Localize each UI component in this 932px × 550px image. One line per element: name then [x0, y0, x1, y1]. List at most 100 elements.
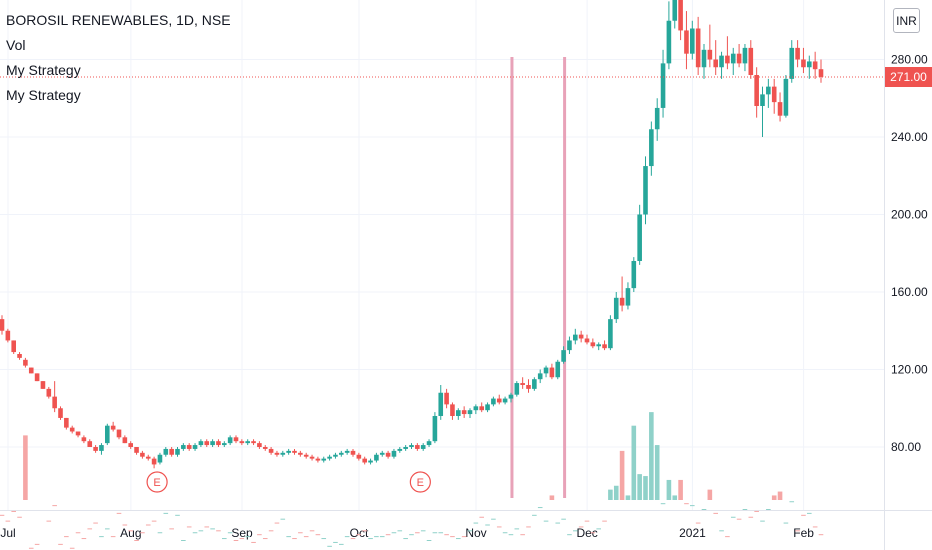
candle-body	[643, 166, 648, 215]
y-tick-label: 120.00	[891, 363, 928, 377]
volume-bar	[385, 534, 391, 536]
volume-bar	[432, 532, 438, 534]
volume-bar	[116, 512, 122, 514]
volume-bar	[596, 528, 601, 530]
volume-bar	[151, 520, 157, 522]
volume-bar	[532, 514, 537, 516]
candle-body	[619, 297, 625, 306]
x-tick-label: Sep	[231, 526, 253, 540]
volume-bar	[613, 485, 619, 500]
legend-symbol[interactable]: BOROSIL RENEWABLES, 1D, NSE	[6, 12, 231, 28]
volume-bar	[23, 435, 28, 500]
candle-body	[578, 334, 584, 339]
volume-bar	[485, 524, 490, 526]
candle-body	[666, 20, 672, 64]
last-price-label: 271.00	[885, 66, 932, 87]
candle-body	[625, 288, 631, 306]
volume-bar	[397, 530, 403, 532]
candle-body	[602, 344, 607, 349]
candle-body	[502, 398, 508, 403]
volume-bar	[537, 507, 543, 509]
candle-body	[374, 454, 379, 461]
volume-bar	[637, 474, 642, 500]
candle-body	[415, 445, 420, 449]
legend-strategy-2[interactable]: My Strategy	[6, 87, 81, 103]
candle-body	[777, 102, 783, 116]
candle-body	[5, 330, 11, 341]
candle-body	[573, 334, 578, 341]
volume-bar	[520, 534, 525, 536]
volume-bar	[315, 534, 321, 536]
volume-bar	[327, 545, 332, 547]
candle-body	[23, 359, 28, 366]
volume-bar	[555, 522, 561, 524]
candle-body	[339, 452, 344, 455]
candle-body	[479, 406, 484, 411]
y-tick-label: 80.00	[891, 440, 921, 454]
candle-body	[771, 86, 777, 103]
volume-bar	[128, 530, 133, 532]
volume-bar	[701, 509, 707, 510]
candle-body	[0, 319, 5, 331]
candle-body	[432, 416, 438, 442]
candle-body	[707, 49, 713, 60]
x-tick-label: Oct	[350, 526, 369, 540]
candle-body	[379, 452, 385, 455]
candle-body	[28, 367, 34, 374]
candle-body	[69, 427, 75, 432]
volume-bar	[46, 520, 52, 522]
volume-bar	[210, 528, 215, 530]
candle-body	[233, 437, 239, 442]
candle-body	[426, 441, 432, 446]
volume-bar	[145, 524, 151, 526]
volume-bar	[309, 530, 315, 532]
legend-strategy-1[interactable]: My Strategy	[6, 62, 81, 78]
candle-body	[549, 367, 555, 378]
candle-body	[672, 0, 678, 21]
x-tick-label: Dec	[576, 526, 597, 540]
volume-bar	[666, 479, 672, 500]
earnings-marker	[146, 471, 168, 493]
volume-bar	[573, 530, 578, 532]
volume-bar	[64, 536, 69, 538]
volume-bar	[491, 518, 496, 520]
candle-body	[175, 448, 180, 455]
volume-bar	[286, 536, 291, 538]
candle-body	[783, 78, 789, 116]
volume-bar	[52, 505, 57, 507]
candle-body	[81, 437, 87, 442]
candle-body	[473, 406, 479, 411]
volume-bar	[707, 489, 713, 500]
candle-body	[608, 319, 613, 349]
candle-body	[40, 381, 46, 389]
strategy-line	[563, 57, 567, 498]
candle-body	[555, 361, 561, 378]
candle-body	[157, 454, 163, 463]
candle-body	[795, 47, 800, 60]
volume-bar	[502, 532, 508, 534]
candle-body	[736, 53, 742, 64]
legend-vol[interactable]: Vol	[6, 37, 26, 53]
candle-body	[654, 107, 660, 130]
volume-bar	[0, 514, 5, 516]
candle-body	[420, 445, 426, 449]
candle-body	[298, 452, 303, 455]
volume-bar	[438, 532, 444, 534]
volume-bar	[508, 534, 514, 536]
volume-bar	[625, 495, 631, 500]
candle-body	[748, 47, 754, 75]
volume-bar	[122, 524, 128, 526]
volume-bar	[58, 543, 63, 545]
volume-bar	[257, 534, 262, 536]
volume-bar	[426, 540, 432, 541]
volume-bar	[649, 412, 654, 500]
currency-button[interactable]: INR	[893, 8, 920, 33]
candle-body	[344, 450, 350, 453]
x-tick-label: Feb	[793, 526, 814, 540]
candle-body	[46, 388, 52, 397]
x-tick-label: 2021	[679, 526, 706, 540]
candle-body	[362, 458, 367, 463]
candle-body	[262, 447, 268, 449]
candle-body	[309, 456, 315, 459]
